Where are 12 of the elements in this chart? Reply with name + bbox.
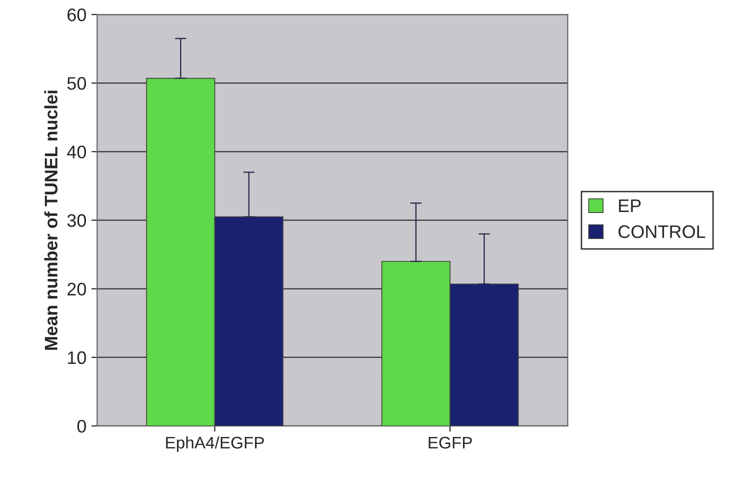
x-tick-label: EphA4/EGFP — [166, 436, 264, 452]
y-tick-label: 20 — [68, 282, 86, 296]
legend-label: EP — [619, 200, 641, 212]
y-tick-label: 10 — [68, 351, 86, 364]
y-tick-label: 30 — [67, 214, 86, 227]
y-tick-label: 0 — [77, 420, 86, 433]
x-tick-label: EGFP — [428, 436, 472, 449]
y-tick-label: 50 — [67, 77, 86, 90]
y-axis-title: Mean number of TUNEL nuclei — [44, 90, 58, 350]
legend-label: CONTROL — [618, 225, 706, 238]
y-tick-label: 40 — [67, 146, 86, 158]
y-tick-label: 60 — [68, 8, 86, 22]
